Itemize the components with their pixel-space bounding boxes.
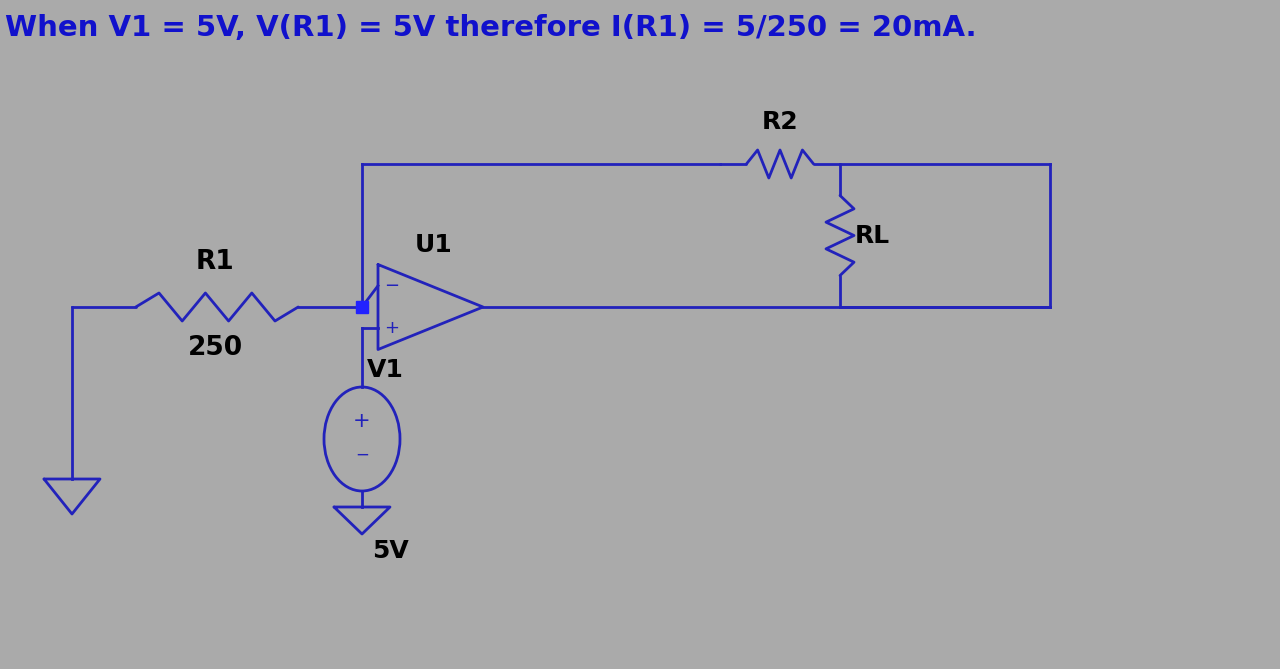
Text: V1: V1 [367, 358, 404, 382]
Text: R1: R1 [196, 249, 234, 275]
Text: When V1 = 5V, V(R1) = 5V therefore I(R1) = 5/250 = 20mA.: When V1 = 5V, V(R1) = 5V therefore I(R1)… [5, 14, 977, 42]
Text: U1: U1 [415, 233, 453, 256]
Text: RL: RL [855, 223, 890, 248]
Text: 5V: 5V [372, 539, 408, 563]
Text: 250: 250 [187, 335, 243, 361]
Text: +: + [353, 411, 371, 431]
Text: −: − [384, 277, 399, 295]
Text: +: + [384, 319, 399, 337]
Text: R2: R2 [762, 110, 799, 134]
Text: −: − [355, 446, 369, 464]
